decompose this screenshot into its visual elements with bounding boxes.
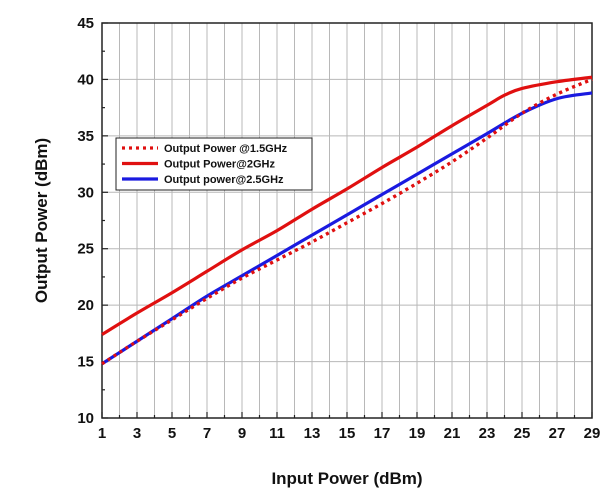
x-tick-label: 3 [133, 425, 141, 442]
x-tick-label: 23 [479, 425, 496, 442]
series-layer [101, 75, 593, 366]
x-tick-label: 7 [203, 425, 211, 442]
x-tick-label: 1 [98, 425, 106, 442]
y-tick-label: 45 [77, 15, 94, 32]
x-tick-label: 15 [339, 425, 356, 442]
legend-label: Output power@2.5GHz [164, 174, 284, 186]
y-tick-label: 15 [77, 354, 94, 371]
x-tick-label: 13 [304, 425, 321, 442]
y-tick-label: 35 [77, 128, 94, 145]
y-tick-label: 40 [77, 71, 94, 88]
legend-label: Output Power @1.5GHz [164, 143, 288, 155]
x-tick-label: 19 [409, 425, 426, 442]
tick-layer: 1 3 5 7 9 11 13 15 17 19 21 23 25 27 29101520253035404… [77, 15, 600, 442]
series-line-2 [101, 75, 593, 336]
x-tick-label: 27 [549, 425, 566, 442]
x-tick-label: 11 [269, 425, 285, 442]
x-tick-label: 5 [168, 425, 176, 442]
x-tick-label: 9 [238, 425, 246, 442]
x-axis-label: Input Power (dBm) [271, 469, 422, 488]
y-tick-label: 20 [77, 297, 94, 314]
x-tick-label: 21 [444, 425, 461, 442]
y-axis-label: Output Power (dBm) [32, 138, 51, 303]
x-tick-label: 17 [374, 425, 391, 442]
x-tick-label: 29 [584, 425, 601, 442]
legend: Output Power @1.5GHz Output Power@2GHz Out… [115, 137, 313, 191]
y-tick-label: 25 [77, 241, 94, 258]
y-tick-label: 30 [77, 184, 94, 201]
x-tick-label: 25 [514, 425, 531, 442]
series-line-1-overlay [101, 77, 593, 366]
legend-label: Output Power@2GHz [164, 159, 275, 171]
y-tick-label: 10 [77, 410, 94, 427]
grid-layer [101, 22, 593, 419]
